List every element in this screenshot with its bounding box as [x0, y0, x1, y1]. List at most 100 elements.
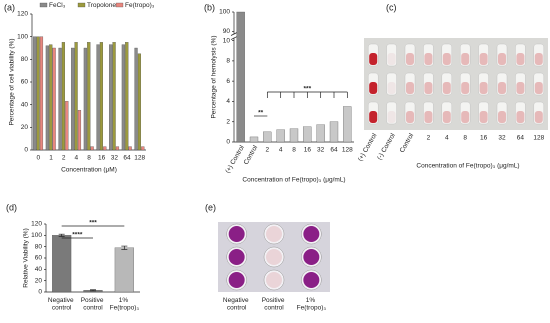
y-tick-label: 40: [21, 101, 29, 108]
x-tick-label: Negative control: [48, 297, 75, 312]
y-tick-label: 6: [226, 78, 230, 85]
y-axis-title: Percentage of hemolysis (%): [211, 35, 218, 118]
tube-liquid: [534, 82, 543, 94]
bar: [263, 131, 272, 143]
bar: [289, 128, 299, 143]
panel-label: (a): [4, 2, 15, 12]
bar: [74, 42, 78, 151]
bar: [33, 36, 37, 151]
significance-label: ***: [304, 86, 312, 93]
tube-liquid: [479, 82, 488, 94]
x-tick-label: 16: [480, 135, 488, 142]
tube-liquid: [369, 53, 378, 65]
x-tick-label: 32: [317, 147, 325, 154]
panel-label: (b): [204, 2, 215, 12]
y-tick-label: 100: [31, 232, 42, 239]
tube-liquid: [442, 82, 451, 94]
x-tick-label: Control: [399, 132, 416, 154]
x-tick-label: 32: [498, 135, 506, 142]
well-liquid: [228, 226, 245, 242]
x-axis-title: Concentration of Fe(tropo)₃ (μg/mL): [416, 163, 519, 170]
tube-liquid: [424, 111, 433, 123]
y-tick-label: 60: [35, 255, 43, 262]
y-tick-label: 60: [21, 79, 29, 86]
x-tick-label: 1% Fe(tropo)₃: [110, 297, 140, 312]
bar: [125, 42, 129, 151]
bar: [329, 121, 339, 143]
x-tick-label: 128: [134, 155, 145, 162]
x-tick-label: 2: [266, 147, 270, 154]
tube-liquid: [461, 53, 470, 65]
tube-liquid: [479, 53, 488, 65]
panel-label: (e): [205, 202, 216, 212]
tube-liquid: [461, 82, 470, 94]
tube-liquid: [461, 111, 470, 123]
x-tick-label: 64: [123, 155, 131, 162]
x-tick-label: 4: [75, 155, 79, 162]
bar: [36, 36, 40, 151]
tube-liquid: [406, 111, 414, 123]
axis-break: [230, 36, 238, 40]
x-tick-label: Negative control: [223, 297, 250, 312]
x-tick-label: 64: [517, 135, 525, 142]
bar: [52, 47, 56, 151]
well-liquid: [266, 249, 282, 265]
tube-liquid: [498, 53, 506, 65]
bar: [316, 124, 325, 143]
x-tick-label: 64: [330, 147, 338, 154]
legend-label: Fe(tropo)₃: [125, 2, 155, 9]
x-tick-label: Control: [243, 144, 260, 166]
x-tick-label: 16: [98, 155, 106, 162]
bar: [90, 146, 94, 151]
bar: [99, 42, 103, 151]
x-tick-label: 16: [304, 147, 312, 154]
tube-liquid: [406, 82, 414, 94]
y-tick-label: 0: [24, 147, 28, 154]
y-tick-label: 0: [226, 139, 230, 146]
y-tick-label: 100: [17, 33, 28, 40]
tube-liquid: [369, 111, 378, 123]
y-tick-label: 80: [21, 56, 29, 63]
tube-liquid: [387, 111, 396, 123]
x-tick-label: 2: [62, 155, 66, 162]
bar: [112, 42, 116, 151]
tube-liquid: [479, 111, 488, 123]
tube-liquid: [387, 53, 396, 65]
y-tick-label: 120: [17, 11, 28, 18]
legend-label: Tropolone: [87, 2, 116, 9]
significance-label: **: [258, 110, 264, 117]
y-tick-label: 120: [31, 221, 42, 228]
tube-liquid: [534, 53, 543, 65]
tube-liquid: [498, 82, 506, 94]
well-liquid: [266, 226, 282, 242]
tube-liquid: [516, 82, 525, 94]
tube-liquid: [516, 53, 525, 65]
well-liquid: [303, 249, 320, 265]
y-tick-label: 4: [226, 98, 230, 105]
panel-label: (d): [6, 202, 17, 212]
bar: [96, 44, 100, 151]
x-tick-label: 2: [427, 135, 431, 142]
bar: [114, 247, 134, 293]
panel-label: (c): [386, 2, 397, 12]
axis-break: [230, 32, 238, 36]
tube-liquid: [442, 111, 451, 123]
tube-liquid: [516, 111, 525, 123]
bar: [137, 53, 141, 151]
tube-liquid: [424, 53, 433, 65]
y-tick-label: 10: [223, 37, 231, 44]
tube-liquid: [498, 111, 506, 123]
bar: [134, 47, 138, 151]
tube-liquid: [406, 53, 414, 65]
bar: [343, 106, 352, 143]
bar: [109, 44, 113, 151]
y-tick-label: 8: [226, 58, 230, 65]
x-tick-label: (-) Control: [376, 132, 397, 161]
x-tick-label: 32: [111, 155, 119, 162]
tube-liquid: [442, 53, 451, 65]
y-tick-label: 0: [38, 289, 42, 296]
bar: [87, 42, 91, 151]
bar: [83, 47, 87, 151]
well-liquid: [228, 249, 245, 265]
